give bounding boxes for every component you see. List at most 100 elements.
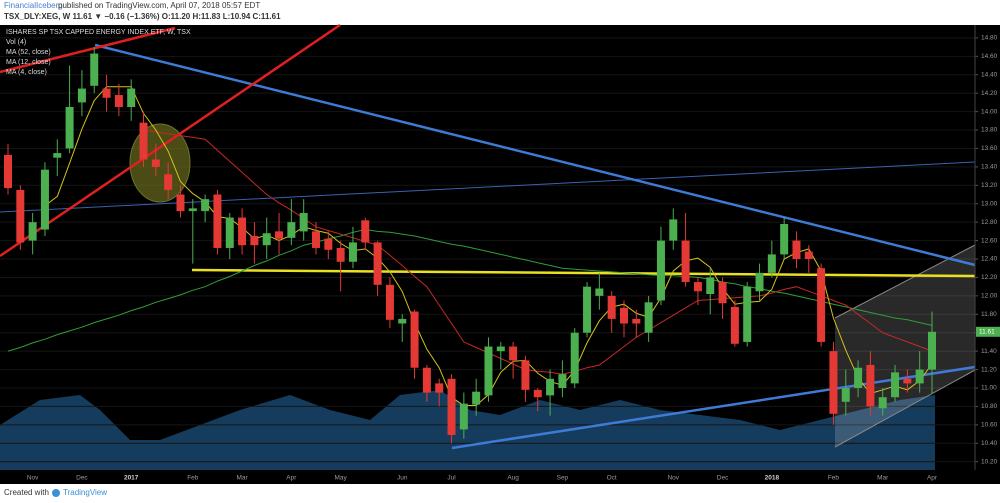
candle-body — [558, 374, 567, 389]
y-tick-label: 12.20 — [981, 274, 998, 281]
published-note: published on TradingView.com, April 07, … — [58, 1, 260, 10]
candle-body — [65, 106, 74, 149]
candle-body — [891, 372, 900, 398]
candle-body — [77, 88, 86, 103]
candle-body — [706, 277, 715, 295]
candle-body — [201, 199, 210, 212]
candle-body — [521, 360, 530, 390]
y-tick-label: 12.40 — [981, 256, 998, 263]
legend-entry: MA (12, close) — [6, 59, 51, 66]
candle-body — [804, 251, 813, 260]
candle-body — [472, 391, 481, 405]
chart-title: ISHARES SP TSX CAPPED ENERGY INDEX ETF, … — [6, 29, 191, 36]
candle-body — [533, 389, 542, 398]
support-line — [191, 268, 976, 278]
candle-body — [928, 331, 936, 370]
y-tick-label: 13.00 — [981, 200, 998, 207]
candle-body — [188, 208, 197, 212]
x-tick-label: Mar — [236, 475, 248, 482]
x-tick-label: Mar — [877, 475, 889, 482]
support-trendline — [451, 365, 976, 450]
candle-body — [275, 231, 284, 239]
candle-body — [817, 268, 826, 342]
candle-body — [767, 254, 776, 273]
x-tick-label: Feb — [828, 475, 840, 482]
y-tick-label: 12.00 — [981, 293, 998, 300]
x-tick-label: Feb — [187, 475, 199, 482]
x-tick-label: Jul — [447, 475, 456, 482]
candle-body — [164, 174, 173, 190]
candle-body — [176, 194, 185, 212]
x-tick-label: Oct — [607, 475, 617, 482]
x-tick-label: Nov — [667, 475, 679, 482]
candle-body — [903, 378, 912, 384]
y-tick-label: 14.40 — [981, 71, 998, 78]
candle-body — [841, 388, 850, 402]
x-tick-label: Nov — [27, 475, 39, 482]
x-tick-label: Aug — [507, 475, 519, 482]
candle-body — [114, 95, 123, 107]
x-tick-label: Apr — [927, 475, 938, 482]
x-tick-label: Dec — [76, 475, 88, 482]
y-tick-label: 11.00 — [981, 385, 997, 392]
candle-body — [583, 286, 592, 333]
footer-brand[interactable]: TradingView — [63, 488, 107, 497]
candle-body — [755, 272, 764, 292]
y-tick-label: 13.40 — [981, 164, 998, 171]
candle-body — [90, 53, 99, 86]
x-tick-label: 2017 — [124, 475, 139, 482]
x-tick-label: 2018 — [765, 475, 780, 482]
candle-body — [16, 189, 25, 243]
y-tick-label: 13.60 — [981, 145, 998, 152]
legend-entry: MA (52, close) — [6, 49, 51, 56]
candle-body — [127, 88, 136, 107]
candle-body — [139, 122, 148, 160]
candle-body — [28, 222, 37, 241]
x-tick-label: Jun — [397, 475, 408, 482]
y-tick-label: 14.20 — [981, 90, 998, 97]
candle-body — [225, 217, 234, 248]
candle-body — [373, 242, 382, 285]
y-tick-label: 13.80 — [981, 127, 998, 134]
channel-top — [834, 244, 976, 319]
y-tick-label: 12.80 — [981, 219, 998, 226]
candle-body — [447, 378, 456, 435]
candle-body — [398, 318, 407, 324]
candle-body — [669, 219, 678, 241]
candle-body — [546, 378, 555, 396]
candle-body — [422, 367, 431, 393]
last-price-tag — [976, 326, 1000, 337]
thin-trendline — [0, 161, 976, 213]
y-tick-label: 10.40 — [981, 440, 998, 447]
candle-body — [151, 159, 160, 167]
candle-body — [632, 318, 641, 324]
y-tick-label: 14.80 — [981, 35, 998, 42]
candle-body — [336, 247, 345, 262]
candle-body — [496, 346, 505, 352]
y-tick-label: 11.80 — [981, 311, 997, 318]
y-tick-label: 12.60 — [981, 237, 998, 244]
y-tick-label: 11.40 — [981, 348, 997, 355]
last-price-label: 11.61 — [979, 329, 995, 336]
author[interactable]: FinancialIceberg — [4, 1, 63, 10]
candle-body — [915, 369, 924, 384]
candle-body — [410, 311, 419, 368]
x-tick-label: Dec — [717, 475, 729, 482]
candle-body — [570, 332, 579, 384]
legend-entry: MA (4, close) — [6, 69, 47, 76]
candle-body — [238, 217, 247, 246]
y-tick-label: 14.00 — [981, 108, 998, 115]
candle-body — [40, 169, 49, 230]
y-tick-label: 14.60 — [981, 53, 998, 60]
candle-body — [780, 224, 789, 255]
y-tick-label: 13.20 — [981, 182, 998, 189]
quote-line: TSX_DLY:XEG, W 11.61 ▼ −0.16 (−1.36%) O:… — [4, 12, 281, 21]
candle-body — [361, 220, 370, 243]
footer-prefix: Created with — [4, 488, 49, 497]
red-trendline — [0, 23, 341, 258]
x-tick-label: Apr — [286, 475, 297, 482]
candle-body — [866, 364, 875, 407]
candle-body — [878, 397, 887, 409]
candle-body — [730, 306, 739, 344]
resistance-trendline — [94, 43, 976, 267]
